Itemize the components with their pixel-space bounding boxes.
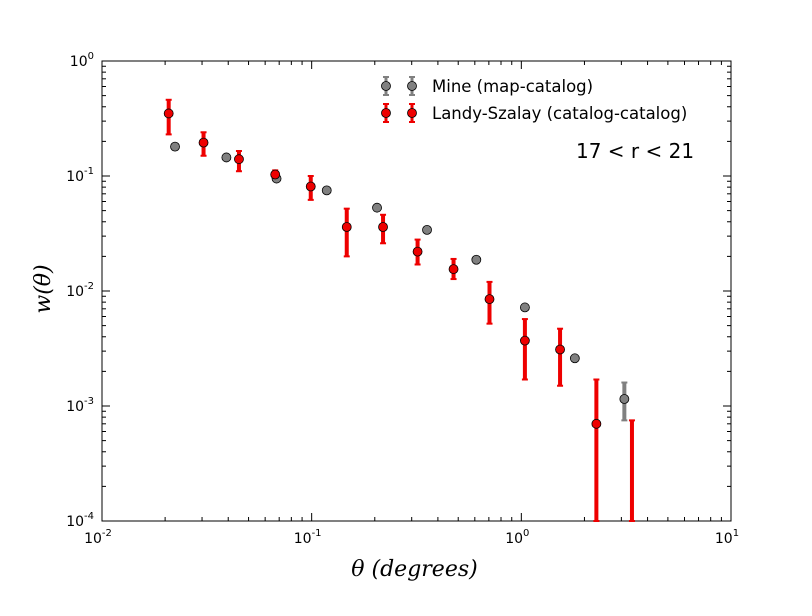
data-point [321,185,332,196]
data-point [471,254,482,265]
data-point [422,224,432,235]
axis-ticks: 10-2 10-1 100 101 10-4 10-3 10-2 10-1 100 [66,51,739,547]
data-point [555,344,565,355]
data-point [520,335,530,346]
data-point [234,154,244,165]
data-point [372,202,382,213]
annotation-label: 17 < r < 21 [576,139,694,163]
legend: Mine (map-catalog) Landy-Szalay (catalog-… [381,76,687,123]
data-point [591,418,602,429]
data-point [198,137,209,148]
y-tick-label: 10-3 [66,396,94,415]
data-point [170,141,180,152]
legend-marker [381,81,391,91]
data-point [448,264,459,275]
legend-marker [407,81,417,91]
y-axis-label: w(θ) [31,264,56,313]
data-point [221,152,232,163]
data-point [270,169,281,180]
data-point [619,394,630,404]
legend-label: Mine (map-catalog) [432,77,593,96]
legend-marker [407,108,417,118]
y-tick-label: 10-4 [66,511,94,530]
x-tick-label: 10-2 [84,528,112,547]
x-tick-label: 100 [505,528,529,547]
x-axis-label: θ (degrees) [351,557,477,582]
legend-marker [381,108,391,118]
data-point [484,294,495,305]
data-point [305,181,316,192]
data-point [341,222,352,232]
data-point [163,108,174,119]
data-point [378,222,388,232]
x-tick-label: 101 [715,528,739,547]
data-point [412,246,423,257]
legend-label: Landy-Szalay (catalog-catalog) [432,104,687,123]
y-tick-label: 100 [70,51,94,70]
y-tick-label: 10-2 [66,281,94,300]
data-markers [163,108,630,429]
plot-area [101,60,732,522]
data-point [569,353,580,364]
x-tick-label: 10-1 [294,528,322,547]
y-tick-label: 10-1 [66,166,94,185]
data-point [520,302,530,313]
